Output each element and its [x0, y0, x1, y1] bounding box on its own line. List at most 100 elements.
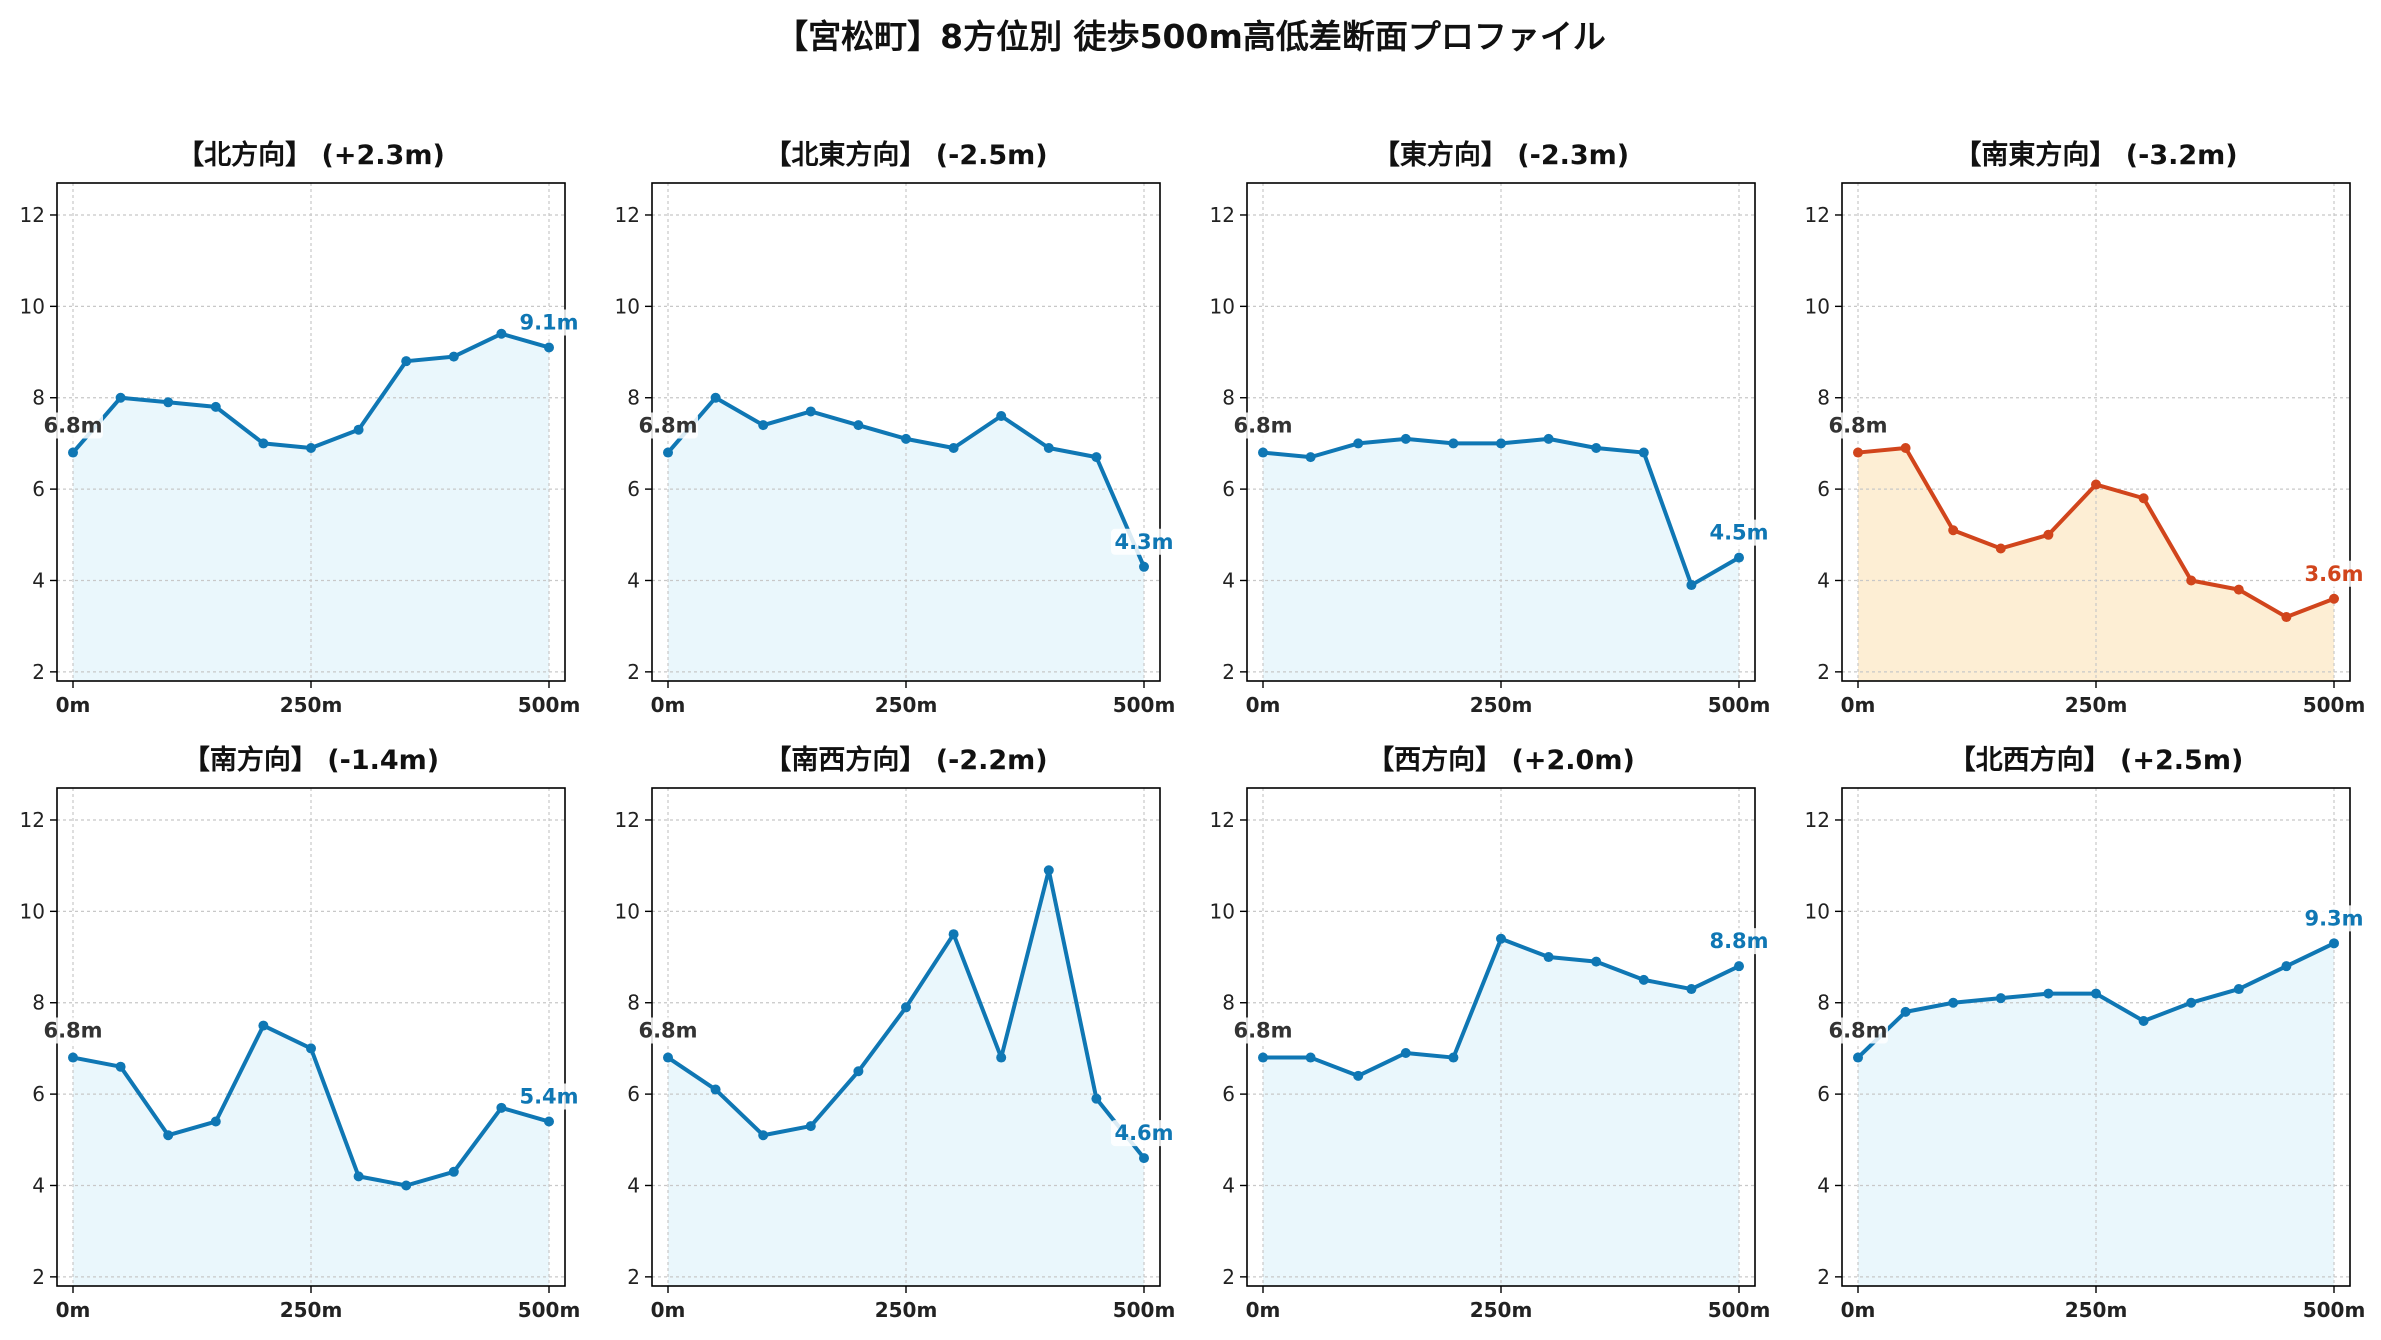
data-point — [1543, 433, 1554, 444]
data-point — [1853, 447, 1863, 458]
end-label: 8.8m — [1709, 929, 1768, 953]
data-point — [1734, 552, 1744, 563]
x-tick-label: 250m — [280, 1298, 343, 1322]
start-label-bg — [638, 1017, 698, 1044]
data-point — [996, 411, 1007, 422]
end-label-bg — [2301, 905, 2365, 932]
start-label-bg — [1828, 412, 1888, 439]
panel-title: 【西方向】 (+2.0m) — [1367, 744, 1635, 776]
y-tick-label: 10 — [1210, 294, 1235, 318]
y-tick-label: 8 — [32, 386, 45, 410]
data-point — [210, 401, 221, 412]
y-tick-label: 12 — [1805, 203, 1830, 227]
x-tick-label: 250m — [875, 693, 938, 717]
start-label-bg — [1233, 412, 1293, 439]
data-point — [544, 342, 554, 353]
x-tick-label: 500m — [2303, 693, 2366, 717]
data-point — [1448, 1052, 1459, 1063]
y-tick-label: 4 — [1817, 1173, 1830, 1197]
y-tick-label: 4 — [627, 568, 640, 592]
data-point — [163, 1130, 174, 1141]
data-point — [2329, 938, 2339, 949]
x-tick-label: 0m — [1841, 1298, 1876, 1322]
x-tick-label: 500m — [1708, 1298, 1771, 1322]
start-label: 6.8m — [43, 414, 102, 438]
data-point — [1496, 438, 1506, 449]
start-label-bg — [638, 412, 698, 439]
y-tick-label: 12 — [1210, 203, 1235, 227]
y-tick-label: 4 — [32, 568, 45, 592]
x-tick-label: 250m — [2065, 1298, 2128, 1322]
x-tick-label: 0m — [651, 693, 686, 717]
data-point — [1900, 442, 1911, 453]
data-point — [2233, 584, 2244, 595]
x-tick-label: 0m — [1841, 693, 1876, 717]
y-tick-label: 6 — [32, 477, 45, 501]
y-tick-label: 2 — [32, 660, 45, 684]
area-fill — [1263, 438, 1739, 681]
data-point — [1543, 952, 1554, 963]
data-point — [948, 442, 959, 453]
data-point — [663, 1052, 673, 1063]
data-point — [68, 1052, 78, 1063]
data-point — [448, 1166, 459, 1177]
end-label: 4.6m — [1114, 1121, 1173, 1145]
data-point — [1995, 543, 2006, 554]
x-tick-label: 500m — [1113, 1298, 1176, 1322]
y-tick-label: 10 — [1210, 899, 1235, 923]
data-point — [710, 1084, 721, 1095]
data-point — [2186, 575, 2197, 586]
data-point — [805, 1121, 816, 1132]
data-point — [258, 1020, 269, 1031]
start-label: 6.8m — [1233, 414, 1292, 438]
data-point — [996, 1052, 1007, 1063]
panel-2: 2 4 6 8 10 12 0m 250m 500m 【東方向】 (-2.3m) 6.8m 4.5m — [1210, 139, 1771, 717]
end-label-bg — [516, 1083, 580, 1110]
data-point — [1043, 442, 1054, 453]
start-label: 6.8m — [1828, 414, 1887, 438]
end-label-bg — [2301, 560, 2365, 587]
start-label: 6.8m — [43, 1019, 102, 1043]
data-point — [1091, 452, 1102, 463]
data-point — [2138, 1016, 2149, 1027]
data-point — [1139, 1153, 1149, 1164]
data-point — [2091, 479, 2101, 490]
data-point — [1995, 993, 2006, 1004]
y-tick-label: 10 — [615, 899, 640, 923]
data-point — [2186, 997, 2197, 1008]
data-point — [401, 1180, 412, 1191]
data-point — [2329, 593, 2339, 604]
x-tick-label: 500m — [1708, 693, 1771, 717]
x-tick-label: 500m — [2303, 1298, 2366, 1322]
panel-5: 2 4 6 8 10 12 0m 250m 500m 【南西方向】 (-2.2m) 6.8m 4.6m — [615, 744, 1176, 1322]
y-tick-label: 8 — [1817, 991, 1830, 1015]
data-point — [115, 392, 126, 403]
data-point — [1686, 984, 1697, 995]
data-point — [1139, 561, 1149, 572]
data-point — [2138, 493, 2149, 504]
data-point — [663, 447, 673, 458]
data-point — [1353, 438, 1364, 449]
data-point — [853, 420, 864, 431]
data-point — [448, 351, 459, 362]
data-point — [1948, 997, 1959, 1008]
y-tick-label: 4 — [32, 1173, 45, 1197]
y-tick-label: 2 — [1222, 1265, 1235, 1289]
x-tick-label: 500m — [518, 1298, 581, 1322]
end-label: 4.5m — [1709, 521, 1768, 545]
end-label-bg — [1111, 1120, 1175, 1147]
data-point — [1305, 452, 1316, 463]
y-tick-label: 10 — [615, 294, 640, 318]
end-label-bg — [516, 309, 580, 336]
start-label: 6.8m — [1828, 1019, 1887, 1043]
end-label-bg — [1706, 928, 1770, 955]
y-tick-label: 6 — [627, 477, 640, 501]
data-point — [948, 929, 959, 940]
y-tick-label: 8 — [32, 991, 45, 1015]
data-point — [805, 406, 816, 417]
data-point — [2091, 988, 2101, 999]
y-tick-label: 8 — [627, 991, 640, 1015]
x-tick-label: 0m — [1246, 693, 1281, 717]
area-fill — [1858, 447, 2334, 681]
